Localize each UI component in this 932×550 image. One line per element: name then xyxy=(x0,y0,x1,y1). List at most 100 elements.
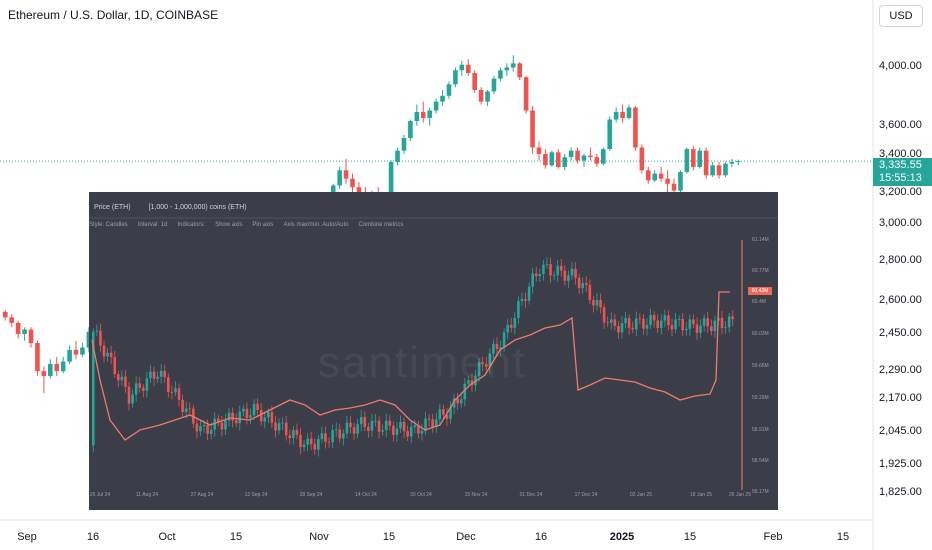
candle-body xyxy=(350,178,355,188)
inset-candle-body xyxy=(467,380,470,384)
inset-y-tick: 60.4M xyxy=(752,299,766,305)
inset-candle-body xyxy=(145,378,149,391)
candle-body xyxy=(691,149,696,167)
candle-body xyxy=(54,363,60,372)
candle-body xyxy=(15,322,21,334)
candle-body xyxy=(427,110,432,118)
inset-candle-body xyxy=(638,318,642,320)
inset-candle-body xyxy=(399,422,402,429)
candle-body xyxy=(337,170,342,186)
inset-toolbar-interval[interactable]: Interval: 1d xyxy=(137,222,168,228)
inset-candle-body xyxy=(363,417,367,427)
inset-candle-body xyxy=(581,283,584,289)
inset-candle-body xyxy=(524,299,527,301)
inset-candle-body xyxy=(709,326,713,331)
inset-y-tick: 58.54M xyxy=(752,458,769,464)
candle-body xyxy=(517,63,522,78)
inset-candle-body xyxy=(242,408,245,412)
inset-candle-body xyxy=(620,323,624,333)
candle-body xyxy=(73,349,79,355)
inset-tab-price[interactable]: Price (ETH) xyxy=(89,201,136,213)
inset-candle-body xyxy=(199,426,202,432)
candle-body xyxy=(703,150,709,176)
inset-candle-body xyxy=(627,318,631,328)
inset-candle-body xyxy=(688,319,692,329)
candle-body xyxy=(646,170,651,181)
currency-selector[interactable]: USD xyxy=(879,5,923,27)
inset-toolbar-axis-maxmin[interactable]: Axis max/min: Auto/Auto xyxy=(283,222,349,228)
candle-body xyxy=(626,107,632,118)
y-tick-label: 2,600.00 xyxy=(879,294,922,306)
inset-x-tick: 27 Aug 24 xyxy=(190,492,214,498)
candle-body xyxy=(575,150,580,161)
inset-candle-body xyxy=(624,318,627,324)
inset-candle-body xyxy=(149,371,152,379)
inset-toolbar-style[interactable]: Style: Candles xyxy=(89,222,128,228)
inset-candle-body xyxy=(492,343,495,354)
candle-body xyxy=(465,64,471,74)
inset-candle-body xyxy=(477,362,481,377)
candle-body xyxy=(420,111,426,118)
candle-body xyxy=(60,361,66,372)
inset-candle-body xyxy=(445,414,449,419)
inset-candle-body xyxy=(92,331,95,446)
inset-toolbar-pin-axis[interactable]: Pin axis xyxy=(252,222,274,228)
inset-candle-body xyxy=(274,422,277,431)
candle-body xyxy=(523,77,529,111)
inset-candle-body xyxy=(120,376,124,381)
candle-body xyxy=(395,150,400,163)
inset-last-value-tag: 60.43M xyxy=(748,287,772,295)
inset-y-tick: 61.14M xyxy=(752,237,769,243)
candle-body xyxy=(48,363,53,376)
inset-y-tick: 59.66M xyxy=(752,363,769,369)
inset-tab-holders[interactable]: [1,000 - 1,000,000) coins (ETH) xyxy=(143,201,252,213)
x-tick-label: 2025 xyxy=(609,531,635,543)
candle-body xyxy=(620,111,625,118)
inset-candle-body xyxy=(602,307,606,323)
inset-candle-body xyxy=(263,417,267,422)
y-tick-label: 3,400.00 xyxy=(879,148,922,160)
inset-y-tick: 58.91M xyxy=(752,427,769,433)
inset-candle-body xyxy=(599,299,602,308)
inset-candle-body xyxy=(559,265,563,271)
candle-body xyxy=(510,63,516,68)
inset-candle-body xyxy=(295,429,299,435)
inset-candle-body xyxy=(645,324,649,329)
inset-toolbar: Style: Candles Interval: 1d Indicators: … xyxy=(89,222,403,228)
inset-candle-body xyxy=(331,430,334,443)
inset-toolbar-combine[interactable]: Combine metrics xyxy=(358,222,404,228)
inset-x-tick: 26 Jul 24 xyxy=(89,492,111,498)
inset-candle-body xyxy=(470,380,474,386)
last-price-value: 3,335.55 xyxy=(879,159,922,171)
inset-candle-body xyxy=(313,444,317,450)
inset-y-tick: 59.29M xyxy=(752,395,769,401)
inset-candle-body xyxy=(420,431,424,434)
candle-body xyxy=(80,347,85,355)
inset-candle-body xyxy=(681,319,685,331)
inset-candle-body xyxy=(384,420,388,431)
inset-x-tick: 18 Jan 25 xyxy=(690,492,712,498)
inset-candle-body xyxy=(334,429,338,431)
inset-toolbar-show-axis[interactable]: Show axis xyxy=(215,222,243,228)
inset-candle-body xyxy=(531,273,534,287)
candle-body xyxy=(440,95,445,102)
bar-countdown: 15:55:13 xyxy=(879,172,922,184)
inset-candle-body xyxy=(631,327,635,330)
candle-body xyxy=(446,84,452,96)
inset-holders-line xyxy=(91,291,730,441)
inset-candle-body xyxy=(177,388,181,400)
y-tick-label: 4,000.00 xyxy=(879,60,922,72)
inset-x-tick: 15 Nov 24 xyxy=(464,492,488,498)
inset-candle-body xyxy=(106,352,109,357)
inset-candle-body xyxy=(324,433,327,442)
inset-candle-body xyxy=(552,275,556,277)
inset-candle-body xyxy=(674,319,677,330)
inset-y-tick: 58.17M xyxy=(752,489,769,495)
inset-toolbar-indicators[interactable]: Indicators: xyxy=(177,222,206,228)
inset-candle-body xyxy=(288,435,292,439)
x-tick-label: Dec xyxy=(456,531,476,543)
inset-candle-body xyxy=(138,383,142,388)
inset-candle-body xyxy=(463,383,467,400)
inset-candle-body xyxy=(349,422,352,428)
